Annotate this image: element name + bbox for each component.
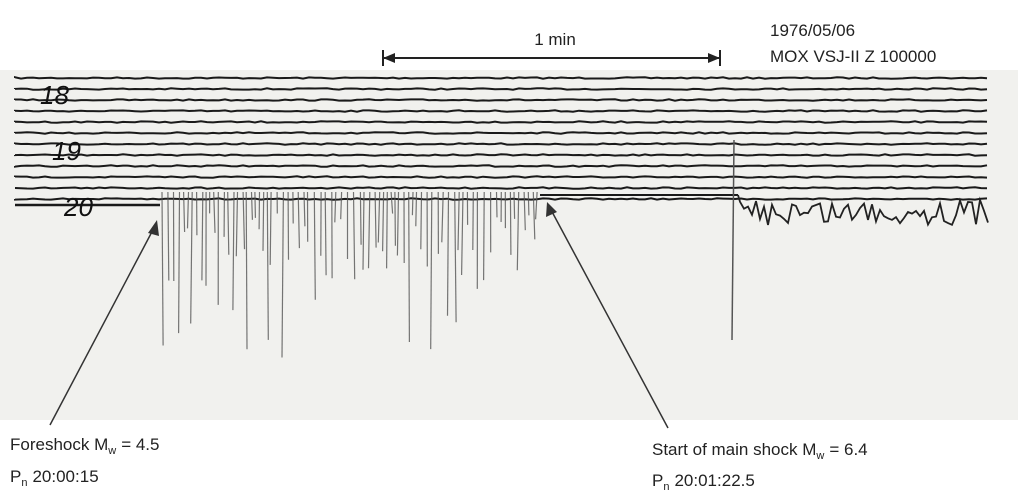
spike [395, 192, 396, 246]
event-text: Foreshock M [10, 435, 108, 454]
event-text: Start of main shock M [652, 440, 816, 459]
hour-label: 19 [52, 136, 81, 166]
magnitude: = 6.4 [829, 440, 867, 459]
record-date: 1976/05/06 [770, 21, 855, 40]
spike [497, 192, 498, 217]
trace-line [15, 132, 987, 133]
trace-line [15, 176, 987, 177]
hour-label: 18 [40, 80, 69, 110]
spike [528, 192, 529, 215]
subscript: w [815, 450, 824, 462]
spike [484, 192, 485, 280]
spike [387, 192, 388, 268]
spike [514, 192, 515, 219]
spike [416, 192, 417, 226]
arrival-time: 20:01:22.5 [674, 471, 754, 490]
hour-label: 20 [63, 192, 93, 222]
station-info: MOX VSJ-II Z 100000 [770, 47, 936, 66]
seismogram-figure: 1 min 1976/05/06 MOX VSJ-II Z 100000 18 … [0, 0, 1018, 495]
trace-line [15, 165, 987, 166]
phase: P [10, 467, 21, 486]
annotation-phase: Pn 20:01:22.5 [652, 471, 755, 493]
trace-line [15, 110, 987, 111]
subscript: n [21, 477, 27, 489]
trace-line [15, 99, 987, 100]
spike [421, 192, 422, 249]
spike [255, 192, 256, 218]
scale-bar-arrowhead [383, 53, 395, 63]
subscript: w [107, 445, 116, 457]
phase: P [652, 471, 663, 490]
scale-bar-arrowhead [708, 53, 720, 63]
spike [360, 192, 361, 245]
spike [412, 192, 413, 215]
annotation-phase: Pn 20:00:15 [10, 467, 99, 489]
spike [510, 192, 511, 255]
annotation-event: Start of main shock Mw = 6.4 [652, 440, 868, 462]
spike [473, 192, 474, 250]
annotation-event: Foreshock Mw = 4.5 [10, 435, 160, 457]
arrival-time: 20:00:15 [32, 467, 98, 486]
subscript: n [663, 481, 669, 493]
trace-line [15, 88, 987, 89]
trace-line [15, 187, 987, 188]
spike [246, 192, 247, 349]
scale-bar-label: 1 min [534, 30, 576, 49]
scale-bar: 1 min [383, 30, 720, 66]
spike [409, 192, 410, 342]
spike [263, 192, 264, 251]
magnitude: = 4.5 [121, 435, 159, 454]
